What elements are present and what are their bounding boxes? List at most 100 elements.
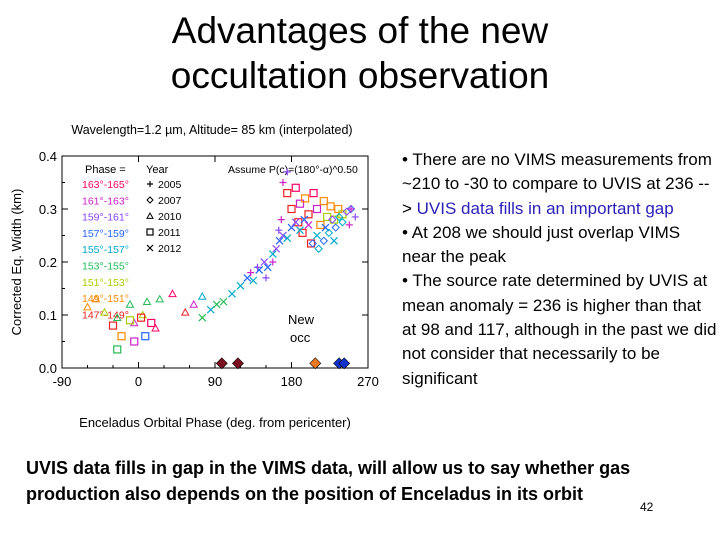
new-occ-point	[215, 357, 228, 370]
data-point	[129, 318, 139, 327]
data-point	[83, 302, 92, 311]
data-point	[295, 199, 305, 208]
data-point	[301, 194, 310, 203]
data-point	[328, 215, 337, 224]
data-point	[283, 168, 291, 176]
legend-phase-entry: 161°-163°	[82, 195, 129, 207]
footer-text: UVIS data fills in gap in the VIMS data,…	[26, 458, 631, 504]
data-point	[228, 289, 236, 298]
data-point	[113, 345, 122, 354]
data-point	[304, 210, 313, 219]
new-occ-point	[309, 357, 322, 370]
bullet-marker: •	[402, 271, 413, 291]
data-point	[91, 294, 101, 303]
chart-legend: Phase = Year Assume P(c)=(180°-α)^0.50 1…	[82, 164, 358, 321]
data-point	[262, 274, 270, 282]
data-point	[326, 202, 335, 211]
chart-container: Wavelength=1.2 µm, Altitude= 85 km (inte…	[0, 118, 395, 440]
chart-title: Wavelength=1.2 µm, Altitude= 85 km (inte…	[71, 123, 352, 137]
data-point	[147, 318, 156, 328]
data-point	[260, 258, 269, 266]
data-point	[329, 215, 339, 224]
scatter-chart: Wavelength=1.2 µm, Altitude= 85 km (inte…	[9, 123, 379, 430]
legend-year-marker	[146, 196, 154, 204]
x-tick-label: 0	[135, 374, 142, 389]
legend-phase-entry: 153°-155°	[82, 261, 129, 273]
assume-text: Assume P(c)=(180°-α)^0.50	[228, 164, 358, 176]
bullet-item: • There are no VIMS measurements from ~2…	[402, 148, 718, 221]
legend-year-marker	[146, 211, 154, 219]
legend-phase-entry: 157°-159°	[82, 228, 129, 240]
data-point	[254, 263, 261, 271]
data-point	[345, 221, 353, 229]
data-point	[275, 226, 283, 234]
legend-phase-entry: 163°-165°	[82, 179, 129, 191]
y-tick-label: 0.1	[39, 308, 57, 323]
data-point	[263, 263, 272, 272]
title-line-1: Advantages of the new	[171, 10, 549, 51]
data-point	[268, 250, 277, 258]
data-point	[243, 273, 252, 282]
annotation-occ: occ	[290, 330, 311, 345]
axis-tick-labels: -90 0 90 180 270 0.0 0.1 0.2 0.3 0.4	[39, 149, 379, 389]
data-point	[319, 236, 329, 246]
data-point	[319, 196, 328, 206]
y-tick-label: 0.2	[39, 255, 57, 270]
x-tick-label: 270	[357, 374, 379, 389]
data-point	[272, 244, 281, 253]
data-point	[117, 332, 126, 341]
bullet-highlight: UVIS data fills in an important gap	[416, 198, 674, 218]
data-point	[283, 234, 292, 243]
data-point	[247, 269, 255, 277]
legend-phase-entry: 151°-153°	[82, 277, 129, 289]
data-point	[219, 297, 228, 306]
bullet-text: At 208 we should just overlap VIMS near …	[402, 222, 681, 267]
new-occ-point	[338, 357, 351, 370]
data-point	[296, 226, 304, 235]
data-point	[287, 204, 296, 214]
x-tick-label: 90	[208, 374, 222, 389]
bullet-text: There are no VIMS measurements from ~210…	[402, 150, 712, 218]
legend-phase-header: Phase =	[85, 164, 126, 176]
data-point	[108, 321, 118, 330]
data-point	[331, 223, 340, 232]
data-point	[304, 220, 313, 229]
data-point	[136, 313, 146, 322]
data-point	[313, 231, 321, 240]
legend-year-marker	[146, 244, 154, 252]
data-point	[151, 323, 160, 332]
data-point	[180, 307, 190, 316]
bullet-item: • The source rate determined by UVIS at …	[402, 269, 718, 390]
legend-year-entry: 2012	[158, 243, 182, 255]
data-point	[308, 239, 317, 248]
data-point	[100, 307, 109, 316]
data-point	[351, 213, 359, 221]
x-tick-label: 180	[281, 374, 303, 389]
data-point	[314, 244, 323, 253]
legend-phase-entry: 159°-161°	[82, 212, 129, 224]
legend-year-entry: 2007	[158, 195, 182, 207]
data-point	[125, 299, 135, 308]
legend-phase-entry: 149°-151°	[82, 293, 129, 305]
data-point	[347, 205, 355, 213]
data-point	[141, 332, 150, 341]
data-point	[300, 215, 309, 224]
data-point	[130, 337, 139, 346]
data-point	[189, 299, 199, 308]
data-point	[125, 316, 135, 325]
bullet-list: • There are no VIMS measurements from ~2…	[402, 148, 718, 391]
data-point	[112, 313, 122, 321]
legend-year-entry: 2005	[158, 179, 182, 191]
data-point	[236, 281, 245, 290]
data-point	[275, 236, 284, 245]
legend-year-marker	[146, 228, 154, 236]
page-number: 42	[640, 500, 654, 514]
legend-year-marker	[147, 181, 153, 187]
data-point	[279, 231, 287, 240]
data-point	[249, 276, 258, 285]
bullet-marker: •	[402, 150, 413, 169]
data-point	[334, 204, 343, 214]
bullet-item: • At 208 we should just overlap VIMS nea…	[402, 221, 718, 270]
data-point	[334, 212, 344, 222]
data-point	[312, 204, 322, 214]
